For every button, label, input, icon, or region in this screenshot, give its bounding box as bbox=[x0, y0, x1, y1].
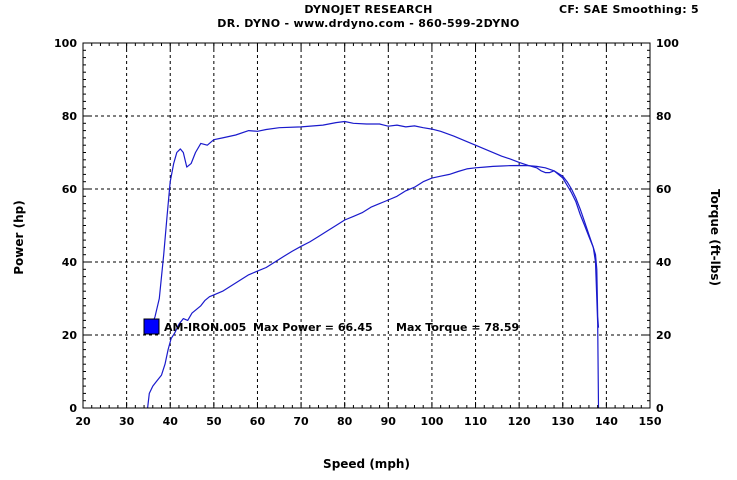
x-tick-label-110: 110 bbox=[464, 415, 487, 428]
y-left-tick-label-80: 80 bbox=[62, 110, 78, 123]
y-right-tick-label-40: 40 bbox=[656, 256, 672, 269]
y-left-tick-label-0: 0 bbox=[69, 402, 77, 415]
x-tick-label-50: 50 bbox=[206, 415, 222, 428]
y-right-tick-label-20: 20 bbox=[656, 329, 672, 342]
y-right-tick-label-100: 100 bbox=[656, 37, 679, 50]
series-line-torque bbox=[147, 120, 600, 409]
legend-marker bbox=[143, 318, 160, 335]
y-axis-left-title: Power (hp) bbox=[12, 200, 26, 274]
chart-subtitle: DR. DYNO - www.drdyno.com - 860-599-2DYN… bbox=[217, 17, 520, 30]
legend-run-name: AM-IRON.005 bbox=[164, 321, 246, 334]
x-tick-label-100: 100 bbox=[420, 415, 443, 428]
y-left-tick-label-60: 60 bbox=[62, 183, 78, 196]
chart-title: DYNOJET RESEARCH bbox=[304, 3, 433, 16]
legend-max-power: Max Power = 66.45 bbox=[253, 321, 373, 334]
x-tick-label-40: 40 bbox=[163, 415, 179, 428]
y-right-tick-label-80: 80 bbox=[656, 110, 672, 123]
x-tick-label-140: 140 bbox=[595, 415, 618, 428]
correction-factor-label: CF: SAE Smoothing: 5 bbox=[559, 3, 699, 16]
x-tick-label-70: 70 bbox=[293, 415, 309, 428]
series-line-power bbox=[147, 164, 600, 409]
series-layer bbox=[147, 120, 600, 409]
y-left-tick-label-20: 20 bbox=[62, 329, 78, 342]
y-right-tick-label-60: 60 bbox=[656, 183, 672, 196]
x-tick-label-60: 60 bbox=[250, 415, 266, 428]
grid-layer bbox=[83, 43, 650, 408]
x-tick-label-150: 150 bbox=[639, 415, 662, 428]
x-axis-title: Speed (mph) bbox=[323, 457, 410, 471]
x-tick-label-130: 130 bbox=[551, 415, 574, 428]
y-axis-right-title: Torque (ft-lbs) bbox=[708, 189, 722, 286]
legend: AM-IRON.005 Max Power = 66.45 Max Torque… bbox=[143, 318, 519, 335]
y-right-tick-label-0: 0 bbox=[656, 402, 664, 415]
y-left-tick-label-40: 40 bbox=[62, 256, 78, 269]
x-tick-label-90: 90 bbox=[381, 415, 397, 428]
x-tick-label-80: 80 bbox=[337, 415, 353, 428]
legend-max-torque: Max Torque = 78.59 bbox=[396, 321, 519, 334]
x-tick-label-30: 30 bbox=[119, 415, 135, 428]
x-tick-label-20: 20 bbox=[75, 415, 91, 428]
plot-frame bbox=[82, 42, 651, 409]
y-left-tick-label-100: 100 bbox=[54, 37, 77, 50]
x-tick-label-120: 120 bbox=[508, 415, 531, 428]
